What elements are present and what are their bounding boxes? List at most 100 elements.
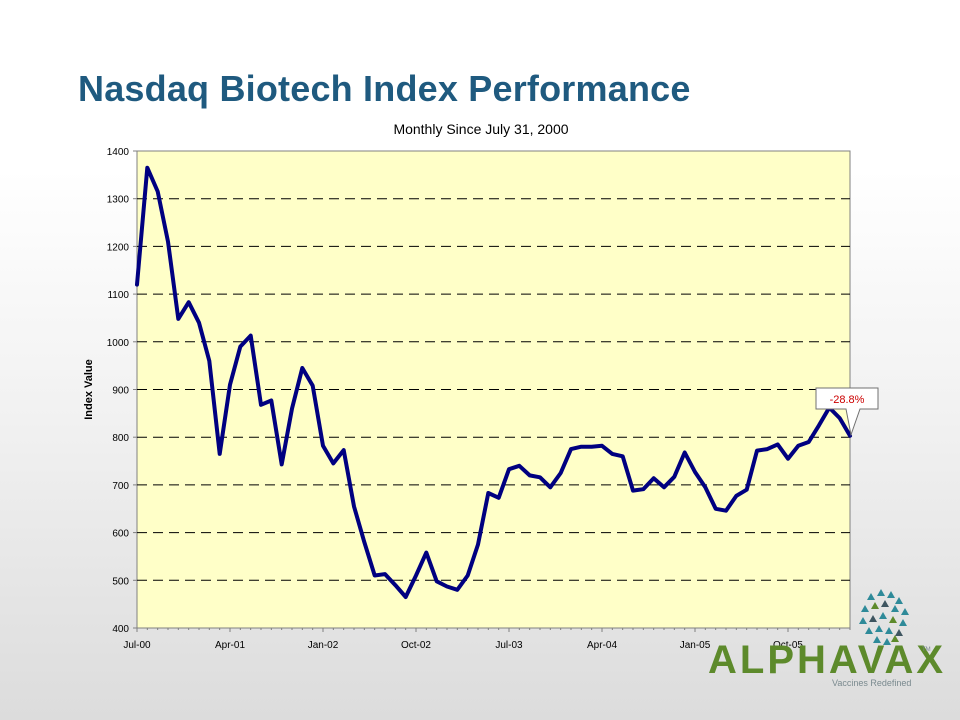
x-tick-label: Jul-03 (495, 640, 523, 651)
logo-dot (891, 635, 899, 642)
series-group (135, 165, 852, 599)
logo-dot (883, 638, 891, 645)
x-tick-label: Oct-05 (773, 640, 803, 651)
data-point (435, 580, 438, 583)
data-point (497, 496, 500, 499)
y-tick-label: 1400 (107, 147, 130, 158)
logo-dot (867, 593, 875, 600)
data-point (404, 595, 407, 599)
y-axis: 400 500 600 700 800 900 1000 1100 1200 1300 1400 (107, 147, 137, 635)
data-point (714, 507, 717, 510)
y-tick-label: 900 (112, 386, 129, 397)
logo-dot (887, 591, 895, 598)
x-tick-label: Apr-04 (587, 640, 617, 651)
data-point (642, 487, 645, 491)
data-point (755, 449, 759, 452)
data-point (166, 240, 170, 243)
data-point (239, 345, 242, 348)
y-tick-label: 1300 (107, 195, 130, 206)
logo-dot (873, 636, 881, 643)
logo-dot (901, 608, 909, 615)
logo-dot (881, 600, 889, 607)
logo-dot (877, 589, 885, 596)
data-point (383, 572, 387, 576)
grid-lines (137, 198, 850, 581)
data-point (786, 457, 790, 460)
data-point (590, 445, 593, 448)
data-point (187, 301, 190, 304)
logo-mark (859, 589, 909, 645)
data-point (352, 505, 356, 508)
y-axis-label: Index Value (83, 359, 95, 420)
data-point (321, 444, 325, 447)
data-point (580, 445, 583, 448)
logo-dot (885, 627, 893, 634)
data-point (735, 494, 738, 498)
logo-dot (891, 605, 899, 612)
data-point (228, 383, 232, 386)
logo-dot (899, 619, 907, 626)
callout-label: -28.8% (830, 394, 865, 406)
data-point (683, 451, 686, 454)
logo-dot (861, 605, 869, 612)
series-line (135, 165, 852, 599)
data-point (466, 574, 469, 577)
data-point (817, 424, 821, 427)
y-tick-label: 1000 (107, 338, 130, 349)
logo-dot (871, 602, 879, 609)
data-point (745, 488, 748, 491)
data-point (218, 452, 221, 456)
y-tick-label: 400 (112, 624, 129, 635)
logo-dot (865, 627, 873, 634)
logo-tagline: Vaccines Redefined (832, 678, 912, 688)
x-tick-label: Jul-00 (123, 640, 151, 651)
chart-title: Monthly Since July 31, 2000 (393, 121, 568, 137)
data-point (549, 486, 552, 489)
x-tick-label: Jan-05 (680, 640, 711, 651)
x-tick-label: Oct-02 (401, 640, 431, 651)
data-point (445, 585, 449, 588)
logo-icon (859, 589, 909, 645)
data-point (807, 440, 810, 444)
data-point (631, 489, 635, 492)
data-point (487, 491, 490, 495)
data-point (156, 190, 159, 193)
data-point (249, 334, 252, 337)
y-tick-label: 1100 (107, 290, 129, 301)
data-point (776, 443, 779, 446)
slide-title: Nasdaq Biotech Index Performance (78, 68, 691, 109)
logo-wordmark: ALPHAVAX (708, 638, 947, 682)
y-tick-label: 1200 (107, 242, 130, 253)
data-point (569, 447, 573, 451)
callout: -28.8% (815, 387, 879, 437)
logo-dot (895, 597, 903, 604)
data-point (290, 407, 294, 410)
data-point (518, 464, 521, 468)
data-point (724, 509, 728, 512)
logo-trademark: TM (922, 647, 931, 653)
logo-dot (875, 625, 883, 632)
data-point (259, 403, 263, 406)
data-point (280, 463, 283, 466)
y-tick-label: 500 (112, 576, 129, 587)
data-point (135, 283, 139, 286)
data-point (704, 486, 707, 489)
data-point (693, 470, 697, 474)
data-point (208, 359, 211, 363)
x-tick-label: Jan-02 (308, 640, 339, 651)
data-point (507, 467, 511, 471)
data-point (363, 540, 366, 544)
data-point (270, 399, 273, 402)
x-axis: Jul-00 Apr-01 Jan-02 Oct-02 Jul-03 Apr-04 Jan-… (123, 628, 851, 651)
data-point (662, 486, 666, 489)
data-point (559, 471, 562, 475)
y-tick-label: 700 (112, 481, 129, 492)
x-tick-label: Apr-01 (215, 640, 245, 651)
data-point (301, 366, 304, 370)
data-point (766, 447, 769, 451)
data-point (797, 444, 800, 447)
logo-dot (879, 612, 887, 619)
data-point (332, 462, 335, 465)
data-point (342, 448, 345, 452)
